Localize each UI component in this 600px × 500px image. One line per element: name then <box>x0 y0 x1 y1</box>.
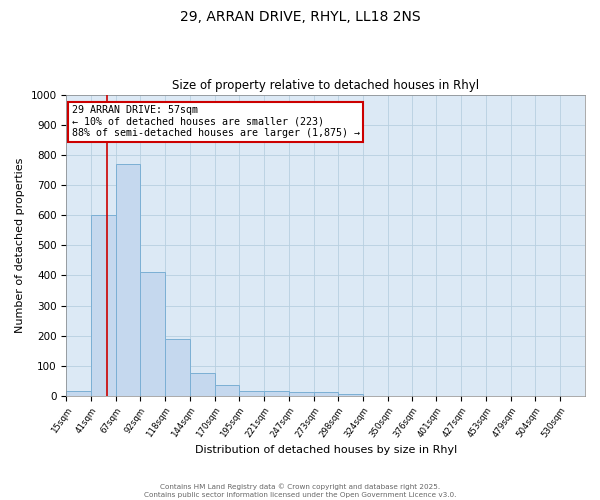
Bar <box>116 164 140 396</box>
Text: 29, ARRAN DRIVE, RHYL, LL18 2NS: 29, ARRAN DRIVE, RHYL, LL18 2NS <box>179 10 421 24</box>
Text: 29 ARRAN DRIVE: 57sqm
← 10% of detached houses are smaller (223)
88% of semi-det: 29 ARRAN DRIVE: 57sqm ← 10% of detached … <box>71 105 359 138</box>
Bar <box>264 392 289 396</box>
Title: Size of property relative to detached houses in Rhyl: Size of property relative to detached ho… <box>172 79 479 92</box>
Bar <box>314 392 338 396</box>
Y-axis label: Number of detached properties: Number of detached properties <box>15 158 25 333</box>
Bar <box>338 394 362 396</box>
Bar <box>91 215 116 396</box>
Bar <box>289 392 314 396</box>
Bar <box>239 390 264 396</box>
Bar <box>165 338 190 396</box>
Text: Contains HM Land Registry data © Crown copyright and database right 2025.
Contai: Contains HM Land Registry data © Crown c… <box>144 484 456 498</box>
Bar <box>140 272 165 396</box>
Bar <box>67 392 91 396</box>
X-axis label: Distribution of detached houses by size in Rhyl: Distribution of detached houses by size … <box>194 445 457 455</box>
Bar <box>215 384 239 396</box>
Bar <box>190 374 215 396</box>
